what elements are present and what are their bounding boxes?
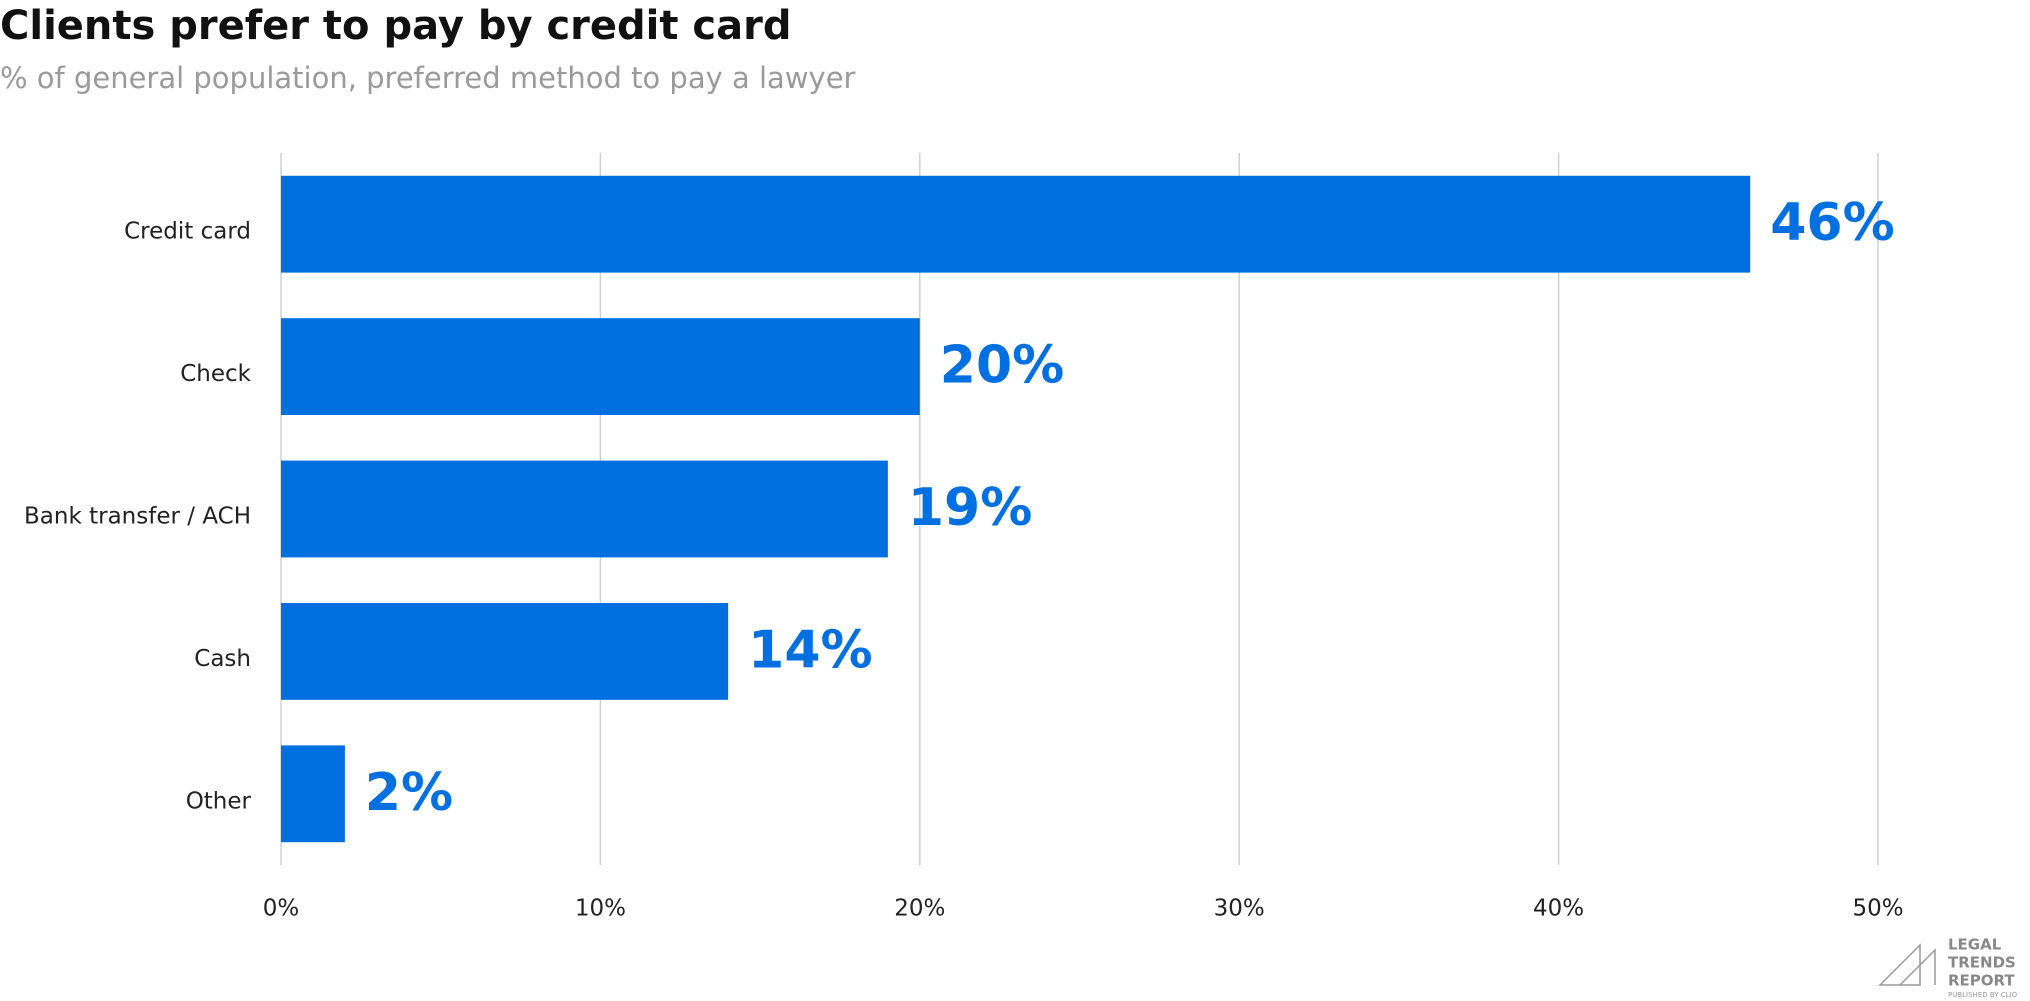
y-tick-label: Credit card	[124, 219, 251, 245]
x-tick-label: 0%	[263, 896, 300, 922]
logo-tagline: PUBLISHED BY CLIO	[1948, 991, 2018, 999]
y-tick-label: Bank transfer / ACH	[24, 504, 251, 530]
bar	[281, 745, 345, 843]
value-label: 19%	[908, 478, 1032, 538]
y-tick-label: Check	[180, 361, 251, 387]
logo-text: TRENDS	[1948, 954, 2016, 972]
x-tick-label: 50%	[1852, 896, 1903, 922]
y-tick-label: Cash	[194, 646, 251, 672]
logo-text: REPORT	[1948, 972, 2015, 990]
chart-subtitle: % of general population, preferred metho…	[0, 61, 856, 95]
chart-title: Clients prefer to pay by credit card	[0, 3, 791, 49]
logo-text: LEGAL	[1948, 936, 2002, 954]
logo: LEGAL TRENDS REPORT PUBLISHED BY CLIO	[1878, 936, 2018, 999]
value-label: 20%	[940, 336, 1064, 396]
bar	[281, 602, 729, 700]
value-label: 14%	[748, 620, 872, 680]
x-tick-label: 30%	[1214, 896, 1265, 922]
bar	[281, 318, 920, 416]
value-label: 46%	[1770, 193, 1894, 253]
x-tick-label: 10%	[575, 896, 626, 922]
bar	[281, 460, 888, 558]
value-label: 2%	[365, 763, 453, 823]
logo-mark	[1878, 943, 1936, 986]
x-tick-label: 40%	[1533, 896, 1584, 922]
bar	[281, 175, 1751, 273]
y-tick-label: Other	[186, 788, 252, 814]
x-tick-label: 20%	[894, 896, 945, 922]
